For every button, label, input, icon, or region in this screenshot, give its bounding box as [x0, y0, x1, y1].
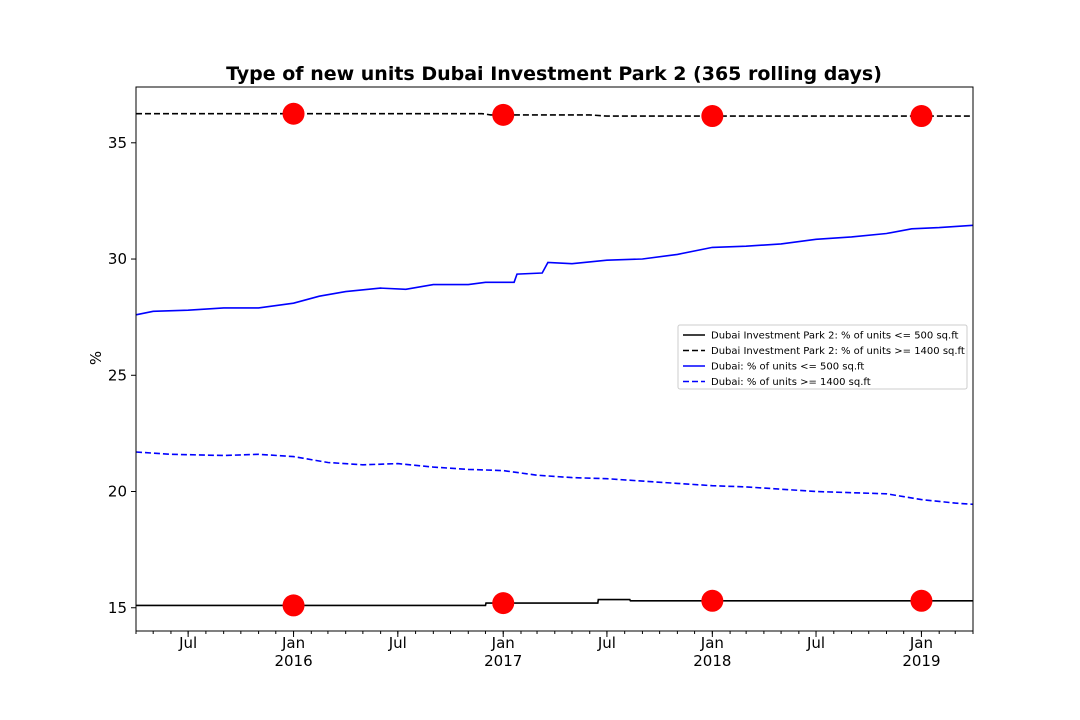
- x-tick-label: Jan: [281, 634, 305, 652]
- highlight-marker-1: [282, 594, 305, 617]
- series-line-1: [136, 598, 973, 607]
- highlight-marker-3: [701, 589, 724, 612]
- series-line-3: [135, 224, 974, 316]
- x-tick-label: Jan: [491, 634, 515, 652]
- series-line-2: [136, 112, 973, 117]
- y-axis-label: %: [87, 351, 105, 365]
- highlight-marker-5: [282, 102, 305, 125]
- x-tick-label: Jul: [806, 634, 825, 652]
- x-tick-label: Jul: [178, 634, 197, 652]
- chart-title: Type of new units Dubai Investment Park …: [226, 63, 882, 85]
- legend-label-1: Dubai Investment Park 2: % of units <= 5…: [711, 331, 959, 342]
- legend: Dubai Investment Park 2: % of units <= 5…: [677, 324, 968, 390]
- highlight-marker-6: [492, 103, 515, 126]
- x-tick-label: Jul: [597, 634, 616, 652]
- x-tick-label: Jan: [700, 634, 724, 652]
- highlight-marker-7: [701, 105, 724, 128]
- series-layer: [135, 112, 974, 607]
- legend-box: [677, 324, 968, 390]
- legend-label-4: Dubai: % of units >= 1400 sq.ft: [711, 377, 871, 388]
- x-tick-year-label: 2018: [693, 652, 731, 670]
- legend-label-3: Dubai: % of units <= 500 sq.ft: [711, 362, 864, 373]
- highlight-marker-8: [910, 105, 933, 128]
- x-tick-year-label: 2016: [274, 652, 312, 670]
- marker-layer: [282, 102, 933, 617]
- y-tick-label: 35: [108, 134, 127, 152]
- x-tick-label: Jan: [909, 634, 933, 652]
- y-tick-label: 20: [108, 483, 127, 501]
- series-line-4: [135, 451, 974, 506]
- x-tick-year-label: 2019: [902, 652, 940, 670]
- highlight-marker-2: [492, 592, 515, 615]
- y-tick-label: 25: [108, 366, 127, 384]
- x-tick-label: Jul: [388, 634, 407, 652]
- legend-label-2: Dubai Investment Park 2: % of units >= 1…: [711, 346, 965, 357]
- y-tick-label: 30: [108, 250, 127, 268]
- highlight-marker-4: [910, 589, 933, 612]
- y-tick-label: 15: [108, 599, 127, 617]
- x-tick-year-label: 2017: [484, 652, 522, 670]
